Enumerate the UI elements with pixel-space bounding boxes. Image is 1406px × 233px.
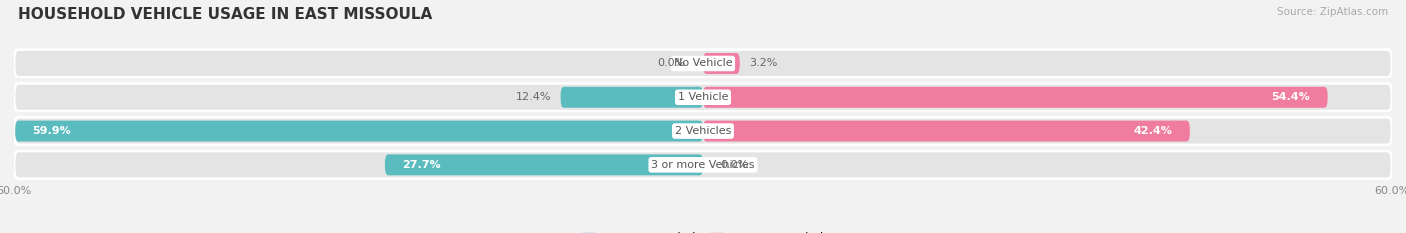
FancyBboxPatch shape: [14, 151, 1392, 179]
FancyBboxPatch shape: [14, 117, 1392, 145]
FancyBboxPatch shape: [14, 83, 1392, 111]
FancyBboxPatch shape: [385, 154, 703, 175]
Text: 12.4%: 12.4%: [516, 92, 551, 102]
Text: 27.7%: 27.7%: [402, 160, 441, 170]
Text: Source: ZipAtlas.com: Source: ZipAtlas.com: [1277, 7, 1388, 17]
Text: No Vehicle: No Vehicle: [673, 58, 733, 69]
FancyBboxPatch shape: [561, 87, 703, 108]
Text: 42.4%: 42.4%: [1133, 126, 1173, 136]
FancyBboxPatch shape: [703, 121, 1189, 141]
Text: 54.4%: 54.4%: [1271, 92, 1310, 102]
Text: 59.9%: 59.9%: [32, 126, 72, 136]
Text: 3.2%: 3.2%: [749, 58, 778, 69]
FancyBboxPatch shape: [15, 121, 703, 141]
Text: 3 or more Vehicles: 3 or more Vehicles: [651, 160, 755, 170]
FancyBboxPatch shape: [703, 87, 1327, 108]
Text: 2 Vehicles: 2 Vehicles: [675, 126, 731, 136]
Legend: Owner-occupied, Renter-occupied: Owner-occupied, Renter-occupied: [578, 228, 828, 233]
FancyBboxPatch shape: [703, 53, 740, 74]
FancyBboxPatch shape: [14, 50, 1392, 77]
Text: 1 Vehicle: 1 Vehicle: [678, 92, 728, 102]
Text: 0.0%: 0.0%: [658, 58, 686, 69]
Text: 0.0%: 0.0%: [720, 160, 748, 170]
Text: HOUSEHOLD VEHICLE USAGE IN EAST MISSOULA: HOUSEHOLD VEHICLE USAGE IN EAST MISSOULA: [18, 7, 433, 22]
